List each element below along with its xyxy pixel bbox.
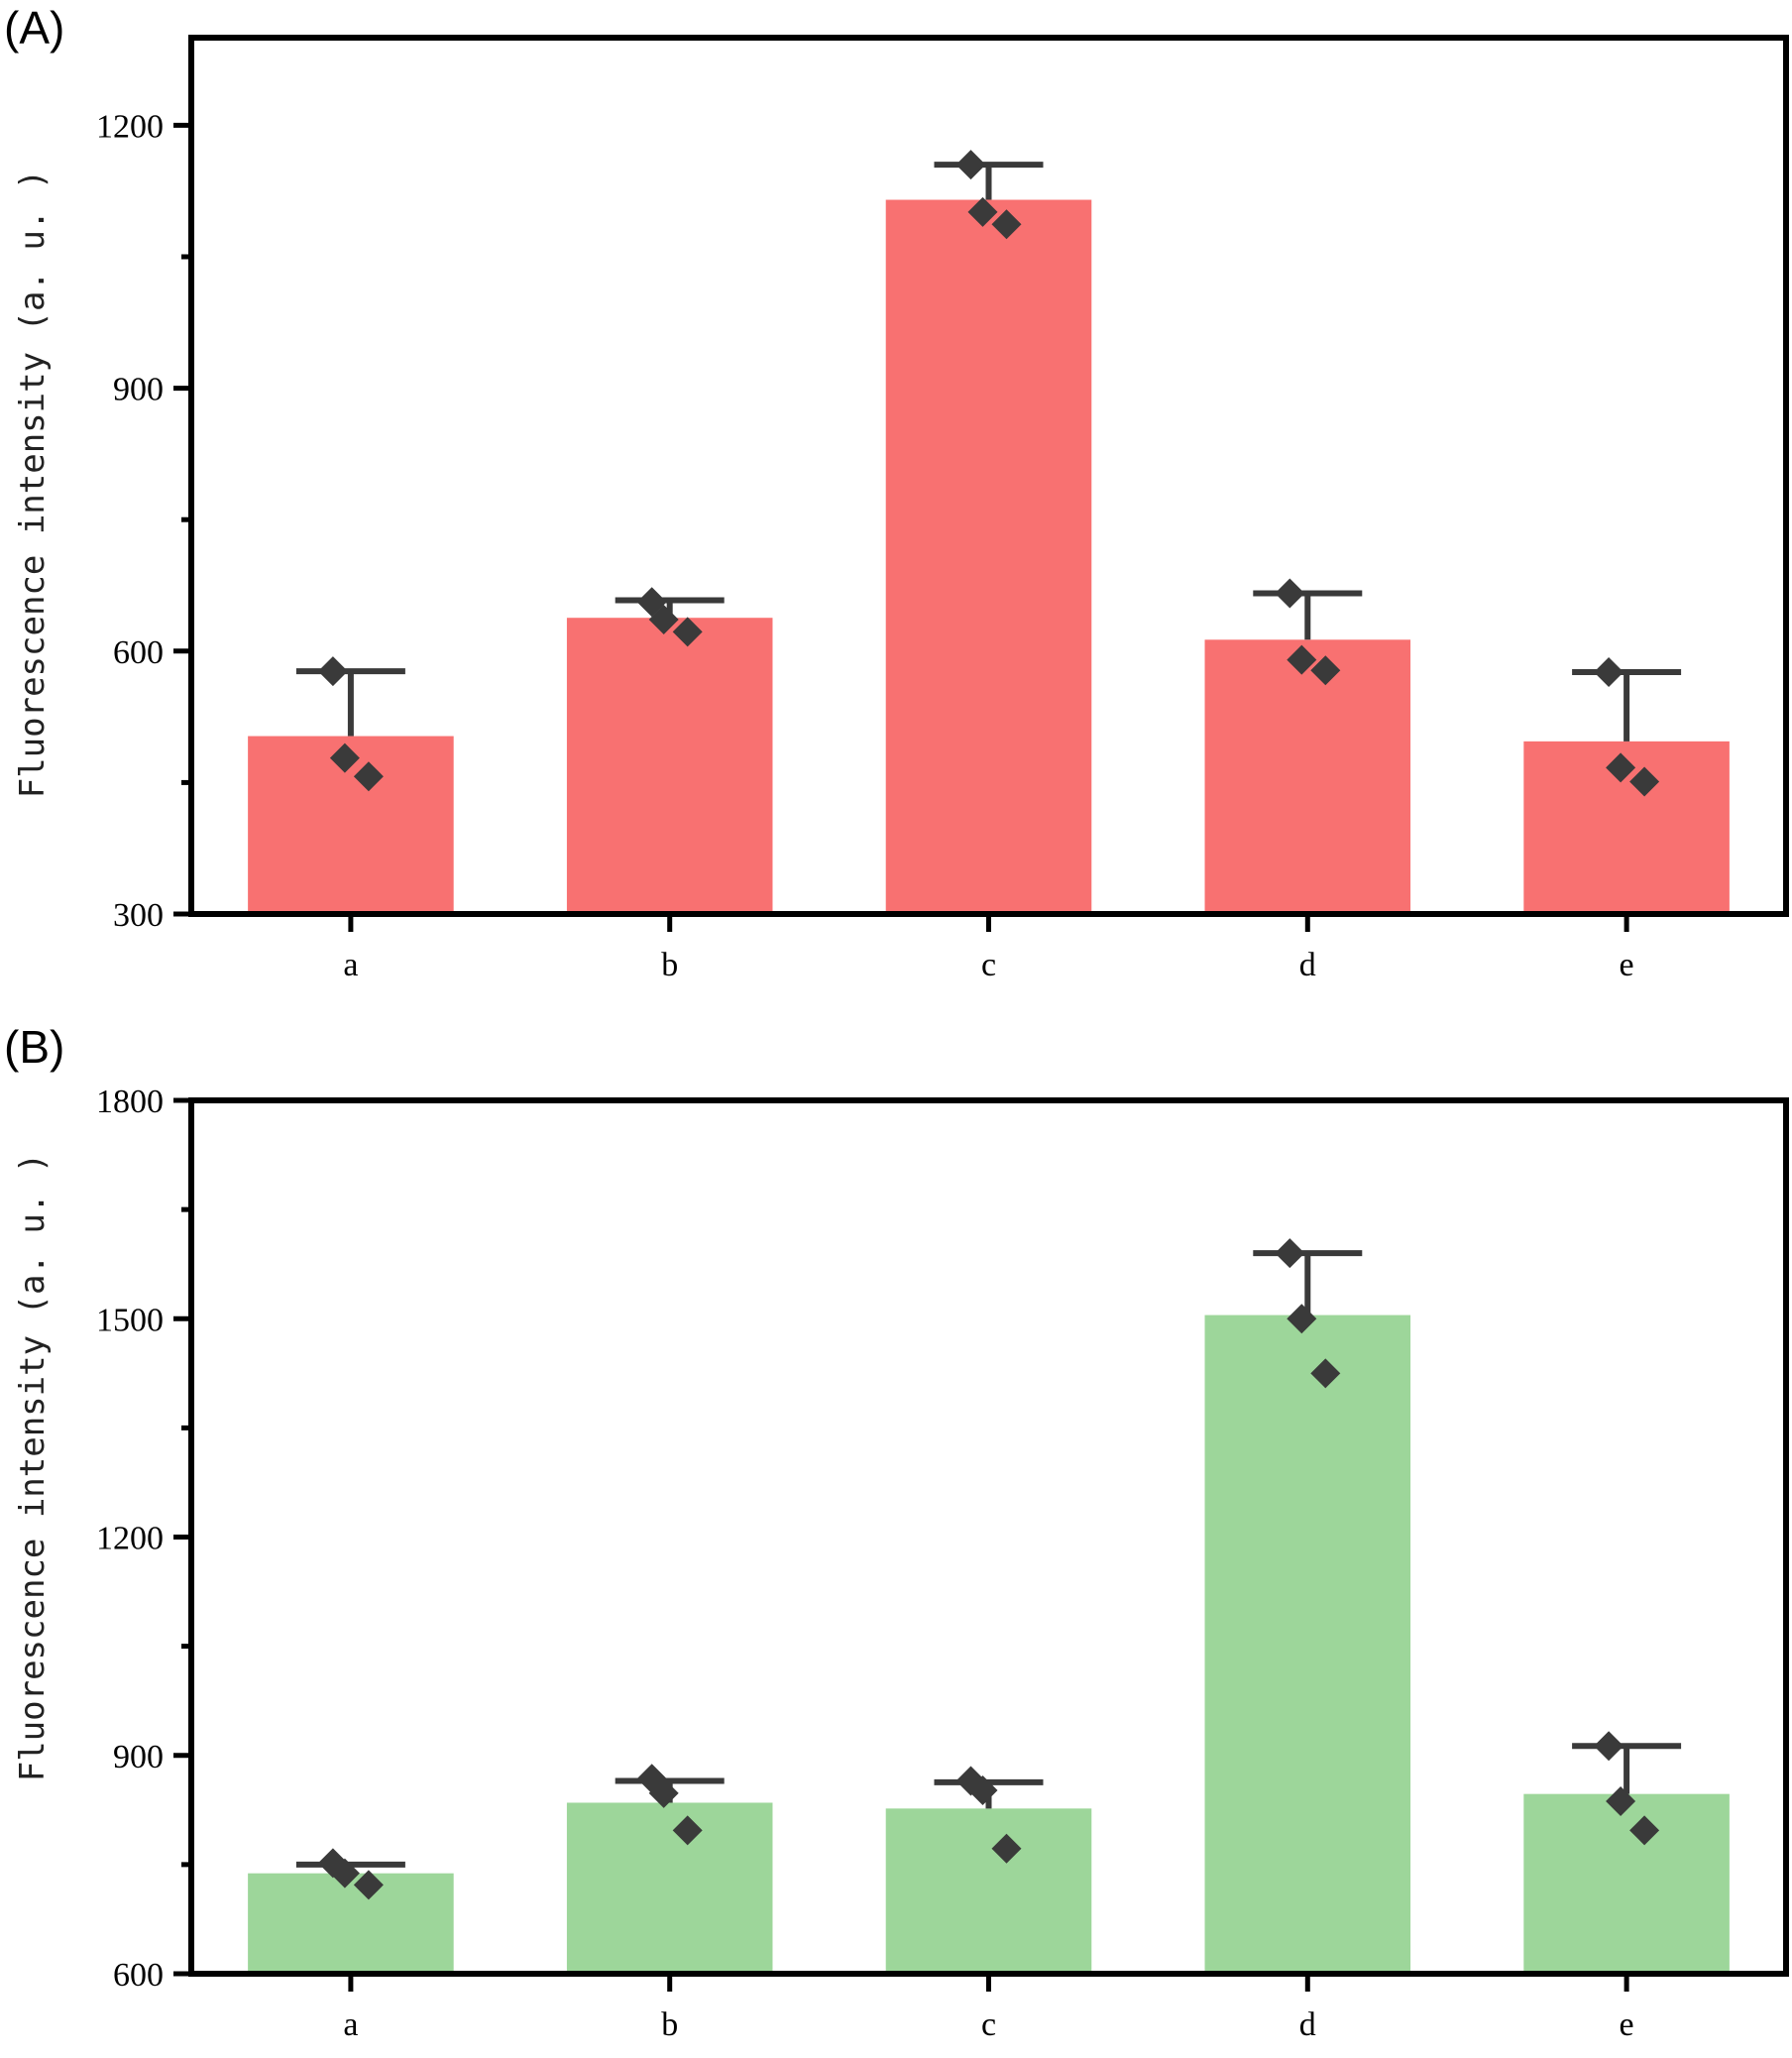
panel-a-bar-d [1204, 639, 1411, 914]
panel-b-x-tick-label-a: a [343, 2006, 358, 2043]
panel-a-y-axis-label: Fluorescence intensity (a. u. ) [13, 170, 53, 799]
panel-b-x-tick-label-d: d [1299, 2006, 1316, 2043]
panel-a-chart: (A) Fluorescence intensity (a. u. ) a b c d… [4, 2, 1789, 983]
panel-b-marks: a b c d e 600 900 1200 1500 1800 [96, 1084, 1789, 2043]
panel-a-error-bar-d [1253, 590, 1363, 640]
panel-a-point-c-3 [991, 209, 1022, 240]
panel-b-point-e-3 [1629, 1815, 1660, 1846]
panel-b-point-c-3 [991, 1833, 1022, 1864]
panel-a-bar-c [885, 199, 1092, 915]
panel-b-label: (B) [4, 1021, 64, 1073]
panel-b-point-b-2 [648, 1777, 679, 1808]
panel-a-x-tick-label-e: e [1620, 947, 1634, 983]
panel-a-y-tick-label: 300 [113, 897, 164, 934]
panel-a-point-b-2 [648, 604, 679, 634]
panel-b-x-tick-label-b: b [661, 2006, 678, 2043]
panel-a-point-d-1 [1275, 578, 1305, 609]
panel-b-bar-b [566, 1802, 773, 1974]
panel-b-bar-d [1204, 1315, 1411, 1974]
panel-a-plot-frame [188, 35, 1789, 917]
panel-b-point-e-2 [1606, 1786, 1636, 1817]
panel-b-y-axis-label: Fluorescence intensity (a. u. ) [13, 1153, 53, 1782]
panel-a-x-tick-label-c: c [981, 947, 996, 983]
panel-b-point-c-2 [967, 1774, 998, 1805]
panel-b-point-a-2 [329, 1858, 360, 1888]
panel-b-point-d-3 [1310, 1358, 1341, 1389]
panel-a-x-tick-label-d: d [1299, 947, 1316, 983]
panel-b-y-tick-label: 1200 [96, 1521, 164, 1557]
panel-a-marks: a b c d e 300 600 900 1200 [96, 35, 1789, 983]
panel-b-point-d-2 [1287, 1304, 1317, 1334]
panel-b-x-tick-label-c: c [981, 2006, 996, 2043]
panel-b-y-tick-label: 600 [113, 1957, 164, 1994]
panel-a-point-e-3 [1629, 766, 1660, 797]
panel-a-point-d-2 [1287, 644, 1317, 675]
panel-a-y-tick-label: 900 [113, 372, 164, 408]
panel-a-point-c-2 [967, 196, 998, 227]
panel-a-error-bar-c [934, 162, 1044, 200]
panel-b-y-tick-label: 900 [113, 1739, 164, 1775]
panel-b-error-bar-e [1572, 1743, 1682, 1794]
panel-a-y-tick-label: 600 [113, 634, 164, 671]
panel-b-y-tick-label: 1800 [96, 1084, 164, 1120]
panel-b-x-tick-label-e: e [1620, 2006, 1634, 2043]
panel-b-point-d-1 [1275, 1238, 1305, 1269]
panel-b-y-tick-label: 1500 [96, 1302, 164, 1338]
panel-b-chart: (B) Fluorescence intensity (a. u. ) a b c d… [4, 1021, 1789, 2043]
panel-a-point-e-2 [1606, 752, 1636, 783]
panel-a-point-a-1 [317, 656, 348, 687]
panel-b-point-b-3 [672, 1815, 703, 1846]
panel-a-point-a-3 [353, 761, 384, 792]
panel-a-y-tick-label: 1200 [96, 108, 164, 145]
panel-b-error-bar-d [1253, 1250, 1363, 1315]
panel-b-bar-e [1523, 1793, 1730, 1974]
panel-a-label: (A) [4, 2, 64, 54]
panel-b-point-e-1 [1594, 1731, 1624, 1762]
panel-a-point-b-3 [672, 617, 703, 647]
panel-b-point-a-3 [353, 1870, 384, 1900]
panel-a-point-a-2 [329, 743, 360, 773]
panel-b-plot-frame [188, 1097, 1789, 1977]
panel-a-x-tick-label-b: b [661, 947, 678, 983]
panel-a-point-c-1 [955, 150, 986, 180]
panel-a-point-d-3 [1310, 655, 1341, 686]
panel-b-bar-c [885, 1808, 1092, 1974]
panel-a-error-bar-a [295, 668, 405, 737]
panel-a-x-tick-label-a: a [343, 947, 358, 983]
panel-b-bar-a [248, 1873, 454, 1974]
panel-a-point-e-1 [1594, 657, 1624, 688]
panel-a-error-bar-e [1572, 669, 1682, 742]
panel-a-bar-b [566, 618, 773, 914]
